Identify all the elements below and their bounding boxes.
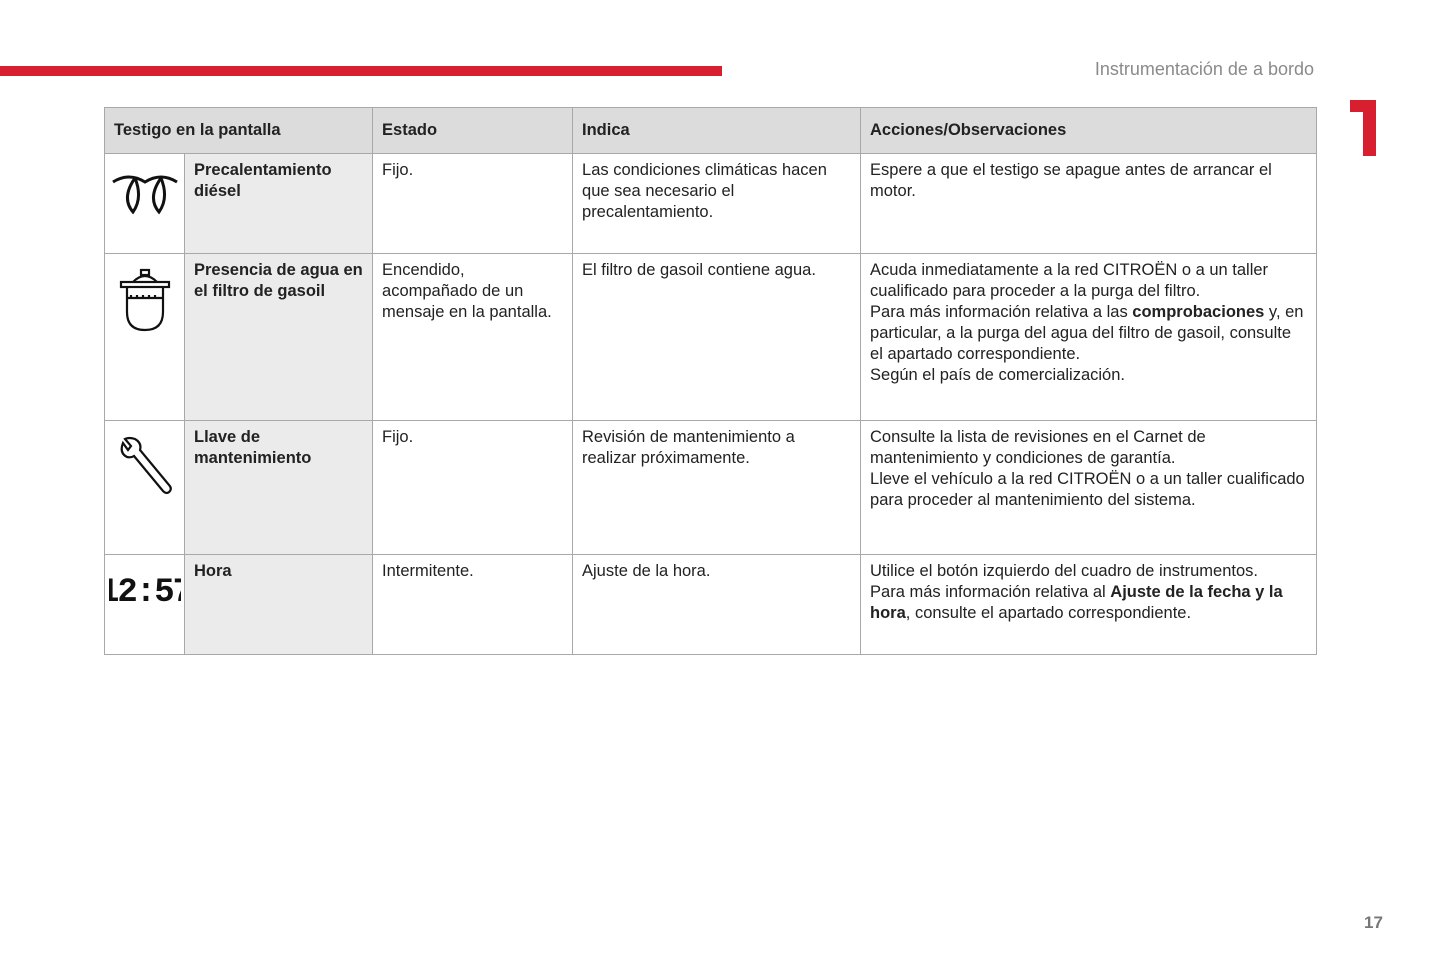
- acciones-paragraph: Para más información relativa al Ajuste …: [870, 583, 1283, 622]
- page-number: 17: [1364, 913, 1383, 932]
- section-title: Instrumentación de a bordo: [1094, 59, 1314, 79]
- estado-cell: Intermitente.: [372, 554, 574, 655]
- warning-name: Hora: [183, 554, 374, 655]
- glow-plug-icon: [111, 175, 178, 215]
- acciones-paragraph: Lleve el vehículo a la red CITROËN o a u…: [870, 470, 1305, 509]
- indica-cell: El filtro de gasoil contiene agua.: [572, 253, 862, 421]
- clock-display-icon: 12:57: [109, 574, 181, 609]
- acciones-paragraph: Espere a que el testigo se apague antes …: [870, 161, 1272, 200]
- warning-name: Llave de mantenimiento: [183, 420, 374, 555]
- table-row: 12:57 Hora Intermitente. Ajuste de la ho…: [104, 554, 1318, 655]
- column-header: Testigo en la pantalla: [103, 107, 374, 154]
- table-header-row: Testigo en la pantalla Estado Indica Acc…: [103, 107, 1318, 154]
- svg-text:12:57: 12:57: [109, 574, 181, 609]
- header-accent-bar: [0, 66, 722, 76]
- column-header: Estado: [372, 107, 574, 154]
- indica-cell: Las condiciones climáticas hacen que sea…: [572, 153, 862, 254]
- column-header: Indica: [572, 107, 862, 154]
- acciones-paragraph: Utilice el botón izquierdo del cuadro de…: [870, 562, 1258, 580]
- estado-cell: Encendido, acompañado de un mensaje en l…: [372, 253, 574, 421]
- column-header: Acciones/Observaciones: [860, 107, 1318, 154]
- indica-cell: Revisión de mantenimiento a realizar pró…: [572, 420, 862, 555]
- warning-name: Precalentamiento diésel: [183, 153, 374, 254]
- acciones-cell: Utilice el botón izquierdo del cuadro de…: [860, 554, 1318, 655]
- acciones-cell: Consulte la lista de revisiones en el Ca…: [860, 420, 1318, 555]
- table-row: Precalentamiento diésel Fijo. Las condic…: [104, 153, 1318, 254]
- acciones-cell: Espere a que el testigo se apague antes …: [860, 153, 1318, 254]
- warning-name: Presencia de agua en el filtro de gasoil: [183, 253, 374, 421]
- estado-cell: Fijo.: [372, 153, 574, 254]
- chapter-number: [1350, 100, 1376, 156]
- estado-cell: Fijo.: [372, 420, 574, 555]
- indica-cell: Ajuste de la hora.: [572, 554, 862, 655]
- table-row: Presencia de agua en el filtro de gasoil…: [104, 253, 1318, 421]
- acciones-cell: Acuda inmediatamente a la red CITROËN o …: [860, 253, 1318, 421]
- wrench-icon: [120, 436, 172, 495]
- acciones-paragraph: Para más información relativa a las comp…: [870, 303, 1304, 363]
- acciones-paragraph: Según el país de comercialización.: [870, 366, 1125, 384]
- warning-lights-table: Testigo en la pantalla Estado Indica Acc…: [103, 107, 1318, 655]
- acciones-paragraph: Consulte la lista de revisiones en el Ca…: [870, 428, 1206, 467]
- water-in-fuel-filter-icon: [119, 268, 170, 332]
- table-row: Llave de mantenimiento Fijo. Revisión de…: [104, 420, 1318, 555]
- acciones-paragraph: Acuda inmediatamente a la red CITROËN o …: [870, 261, 1269, 300]
